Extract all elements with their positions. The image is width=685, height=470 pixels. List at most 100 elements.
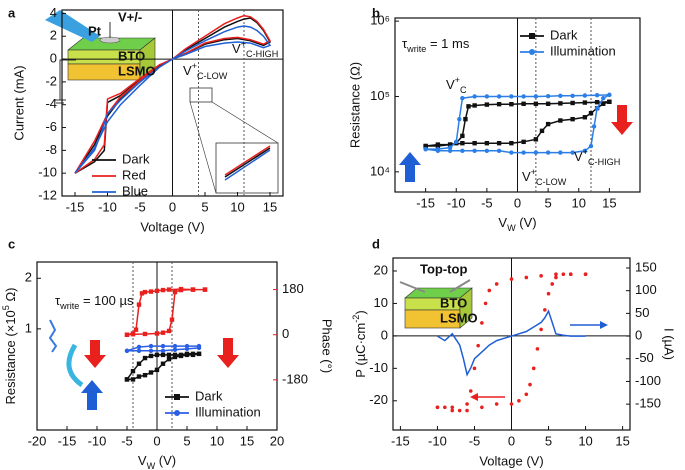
data-point bbox=[142, 372, 148, 378]
data-point bbox=[160, 352, 166, 358]
data-point bbox=[601, 95, 606, 101]
data-point bbox=[517, 398, 521, 403]
y-tick-label: 10⁴ bbox=[370, 163, 390, 178]
data-point bbox=[465, 402, 469, 406]
data-point bbox=[435, 148, 441, 154]
data-point bbox=[533, 101, 539, 106]
series-line bbox=[74, 14, 272, 174]
annotation: V+C-HIGH bbox=[574, 147, 620, 167]
data-point bbox=[539, 128, 545, 134]
data-point bbox=[561, 272, 566, 277]
text-part: C-HIGH bbox=[246, 49, 278, 59]
text-part: C-LOW bbox=[197, 71, 228, 81]
data-point bbox=[545, 93, 551, 99]
data-point bbox=[468, 389, 473, 393]
data-point bbox=[533, 137, 539, 142]
x-tick-label: -15 bbox=[416, 195, 435, 210]
inset-label: BTO bbox=[440, 295, 467, 310]
legend-marker bbox=[174, 410, 180, 416]
y2-tick-label: -180 bbox=[282, 371, 308, 386]
data-point bbox=[166, 352, 172, 358]
y2-tick-label: 50 bbox=[635, 305, 649, 320]
data-point bbox=[172, 352, 178, 358]
x-tick-label: 0 bbox=[153, 433, 160, 448]
x-tick-label: 5 bbox=[201, 199, 208, 214]
data-point bbox=[160, 361, 166, 366]
device-inset-d bbox=[399, 279, 473, 329]
legend-marker bbox=[174, 394, 180, 400]
data-point bbox=[178, 352, 184, 358]
data-point bbox=[443, 405, 447, 410]
data-point bbox=[594, 105, 600, 111]
text-part: V bbox=[138, 453, 147, 468]
data-point bbox=[521, 101, 526, 106]
data-point bbox=[528, 382, 532, 387]
data-point bbox=[202, 287, 208, 292]
inset-label: V+/- bbox=[118, 9, 142, 24]
text-part: + bbox=[455, 75, 460, 85]
data-point bbox=[196, 343, 202, 349]
data-point bbox=[130, 368, 136, 374]
legend-label: Red bbox=[122, 167, 146, 182]
text-part: τ bbox=[402, 36, 408, 51]
annotation: τwrite = 1 ms bbox=[402, 36, 470, 54]
data-point bbox=[160, 343, 166, 349]
data-point bbox=[435, 405, 440, 410]
y2-tick-label: -50 bbox=[635, 350, 654, 365]
text-part: V bbox=[446, 77, 455, 92]
panel-label: c bbox=[8, 236, 15, 251]
data-point bbox=[472, 148, 477, 154]
text-part: C-LOW bbox=[536, 177, 567, 187]
y-tick-label: 1 bbox=[25, 320, 32, 335]
text-part: + bbox=[583, 147, 588, 157]
y2-tick-label: 180 bbox=[282, 281, 304, 296]
data-point bbox=[521, 94, 526, 99]
text-part: (V) bbox=[155, 453, 176, 468]
text-part: W bbox=[147, 461, 156, 470]
data-point bbox=[460, 140, 465, 146]
data-point bbox=[484, 102, 490, 107]
data-point bbox=[568, 272, 573, 277]
x-tick-label: -10 bbox=[98, 199, 117, 214]
data-point bbox=[160, 287, 166, 293]
inset-label: Pt bbox=[88, 23, 102, 38]
data-point bbox=[545, 121, 551, 127]
data-point bbox=[148, 370, 154, 375]
data-point bbox=[166, 356, 172, 362]
text-part: Resistance (×10 bbox=[3, 310, 18, 404]
data-point bbox=[172, 343, 178, 349]
text-part: Ω) bbox=[3, 287, 18, 305]
data-point bbox=[484, 148, 490, 154]
y2-axis-label: I (µA) bbox=[662, 328, 677, 360]
data-point bbox=[460, 148, 465, 154]
legend-label: Blue bbox=[122, 183, 148, 198]
data-point bbox=[570, 150, 575, 155]
text-part: = 100 µs bbox=[79, 293, 134, 308]
text-part: C bbox=[460, 85, 467, 95]
x-tick-label: 10 bbox=[578, 433, 592, 448]
data-point bbox=[539, 327, 543, 332]
y-axis-label: Current (mA) bbox=[11, 65, 26, 140]
y2-tick-label: -150 bbox=[635, 396, 661, 411]
text-part: + bbox=[531, 167, 536, 177]
data-point bbox=[190, 351, 196, 357]
annotation: V+C bbox=[446, 75, 467, 95]
text-part: W bbox=[507, 223, 516, 233]
y-tick-label: 10 bbox=[374, 295, 388, 310]
data-point bbox=[447, 148, 453, 154]
data-point bbox=[509, 150, 514, 155]
data-point bbox=[124, 332, 130, 337]
data-point bbox=[476, 343, 480, 348]
data-point bbox=[582, 148, 588, 154]
data-point bbox=[130, 377, 136, 382]
data-point bbox=[148, 348, 154, 354]
series-line bbox=[74, 25, 272, 174]
x-tick-label: -10 bbox=[428, 433, 447, 448]
data-point bbox=[558, 93, 563, 99]
data-point bbox=[166, 328, 172, 334]
data-point bbox=[136, 374, 142, 379]
data-point bbox=[472, 94, 477, 99]
inset-label: LSMO bbox=[440, 310, 478, 325]
x-tick-label: -15 bbox=[66, 199, 85, 214]
data-point bbox=[178, 287, 184, 293]
